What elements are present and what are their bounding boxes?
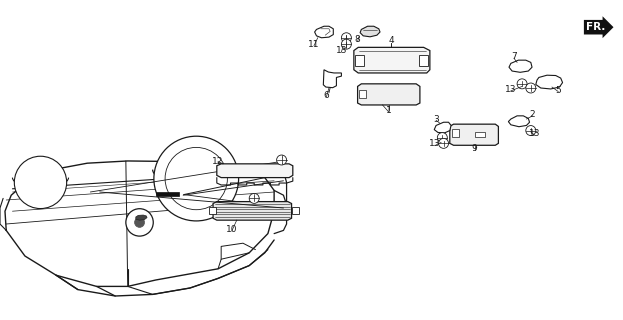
Text: 13: 13 — [505, 85, 516, 94]
Circle shape — [135, 217, 145, 228]
Polygon shape — [434, 122, 451, 133]
Polygon shape — [360, 26, 380, 37]
Circle shape — [526, 83, 536, 93]
Text: FR.: FR. — [586, 22, 606, 32]
Bar — [209, 207, 216, 214]
Bar — [359, 90, 366, 98]
Text: 11: 11 — [308, 40, 320, 49]
Circle shape — [277, 155, 287, 165]
Polygon shape — [315, 26, 333, 38]
Circle shape — [437, 132, 447, 143]
Text: 1: 1 — [386, 106, 392, 115]
Polygon shape — [536, 75, 563, 89]
Circle shape — [14, 156, 67, 209]
Bar — [452, 129, 459, 137]
Bar — [355, 55, 364, 66]
Text: 10: 10 — [226, 225, 237, 234]
Circle shape — [439, 138, 449, 148]
Circle shape — [126, 209, 153, 236]
Bar — [475, 132, 485, 137]
Text: 9: 9 — [472, 144, 478, 153]
Text: 13: 13 — [529, 129, 540, 138]
Circle shape — [526, 125, 536, 136]
Text: 13: 13 — [429, 140, 440, 148]
Polygon shape — [509, 60, 532, 72]
Circle shape — [517, 79, 527, 89]
Polygon shape — [136, 215, 147, 220]
Bar — [156, 192, 179, 196]
Text: 6: 6 — [323, 91, 330, 100]
Polygon shape — [354, 47, 430, 73]
Text: 13: 13 — [336, 46, 347, 55]
Polygon shape — [217, 164, 293, 178]
Text: 2: 2 — [530, 110, 536, 119]
Text: 3: 3 — [433, 115, 439, 124]
Circle shape — [341, 33, 351, 43]
Bar — [292, 207, 299, 214]
Circle shape — [165, 148, 227, 210]
Polygon shape — [323, 70, 341, 88]
Bar — [419, 55, 428, 66]
Text: 7: 7 — [511, 52, 517, 61]
Text: 8: 8 — [354, 36, 361, 44]
Circle shape — [341, 39, 351, 49]
Polygon shape — [450, 124, 498, 145]
Text: 5: 5 — [555, 86, 561, 95]
Circle shape — [249, 193, 259, 204]
Text: 4: 4 — [388, 36, 394, 45]
Text: 12: 12 — [212, 157, 224, 166]
Polygon shape — [508, 116, 530, 127]
Circle shape — [154, 136, 239, 221]
Polygon shape — [213, 202, 292, 220]
Polygon shape — [358, 84, 420, 105]
